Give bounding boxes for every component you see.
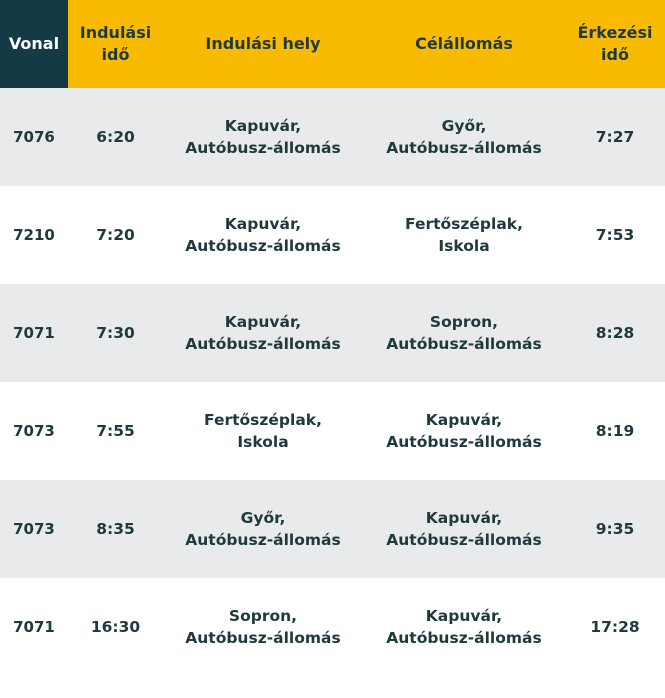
cell-indulasi-ido: 16:30 [90, 618, 141, 636]
table-row: 7071 7:30 Kapuvár, Autóbusz-állomás Sopr… [0, 284, 665, 382]
cell-vonal: 7076 [13, 128, 55, 146]
cell-indulasi-ido: 7:30 [96, 324, 135, 342]
cell-indulasi-hely: Kapuvár, Autóbusz-állomás [185, 215, 341, 255]
cell-vonal: 7073 [13, 422, 55, 440]
table-row: 7073 7:55 Fertőszéplak, Iskola Kapuvár, … [0, 382, 665, 480]
cell-celallomas: Kapuvár, Autóbusz-állomás [386, 411, 542, 451]
cell-indulasi-ido: 8:35 [96, 520, 135, 538]
cell-celallomas: Győr, Autóbusz-állomás [386, 117, 542, 157]
header-erkezesi-ido: Érkezési idő [577, 23, 653, 64]
cell-erkezesi-ido: 8:28 [595, 324, 635, 342]
table-row: 7071 16:30 Sopron, Autóbusz-állomás Kapu… [0, 578, 665, 676]
cell-vonal: 7210 [13, 226, 55, 244]
table-row: 7076 6:20 Kapuvár, Autóbusz-állomás Győr… [0, 88, 665, 186]
cell-vonal: 7073 [13, 520, 55, 538]
cell-vonal: 7071 [13, 618, 55, 636]
cell-celallomas: Fertőszéplak, Iskola [405, 215, 523, 255]
cell-indulasi-ido: 7:55 [96, 422, 135, 440]
cell-indulasi-ido: 6:20 [96, 128, 135, 146]
cell-erkezesi-ido: 7:53 [595, 226, 635, 244]
header-indulasi-ido: Indulási idő [79, 23, 152, 64]
table-row: 7073 8:35 Győr, Autóbusz-állomás Kapuvár… [0, 480, 665, 578]
cell-indulasi-hely: Kapuvár, Autóbusz-állomás [185, 313, 341, 353]
cell-celallomas: Kapuvár, Autóbusz-állomás [386, 607, 542, 647]
header-indulasi-hely: Indulási hely [205, 34, 321, 53]
cell-indulasi-hely: Győr, Autóbusz-állomás [185, 509, 341, 549]
cell-indulasi-hely: Kapuvár, Autóbusz-állomás [185, 117, 341, 157]
cell-erkezesi-ido: 8:19 [595, 422, 635, 440]
cell-vonal: 7071 [13, 324, 55, 342]
header-celallomas: Célállomás [415, 34, 513, 53]
table-row: 7210 7:20 Kapuvár, Autóbusz-állomás Fert… [0, 186, 665, 284]
header-vonal: Vonal [0, 0, 68, 88]
cell-indulasi-ido: 7:20 [96, 226, 135, 244]
cell-indulasi-hely: Sopron, Autóbusz-állomás [185, 607, 341, 647]
cell-celallomas: Sopron, Autóbusz-állomás [386, 313, 542, 353]
cell-erkezesi-ido: 17:28 [590, 618, 640, 636]
cell-erkezesi-ido: 7:27 [595, 128, 635, 146]
timetable-header: Vonal Indulási idő Indulási hely Célállo… [0, 0, 665, 88]
cell-erkezesi-ido: 9:35 [595, 520, 635, 538]
cell-indulasi-hely: Fertőszéplak, Iskola [204, 411, 322, 451]
cell-celallomas: Kapuvár, Autóbusz-állomás [386, 509, 542, 549]
timetable: Vonal Indulási idő Indulási hely Célállo… [0, 0, 665, 676]
